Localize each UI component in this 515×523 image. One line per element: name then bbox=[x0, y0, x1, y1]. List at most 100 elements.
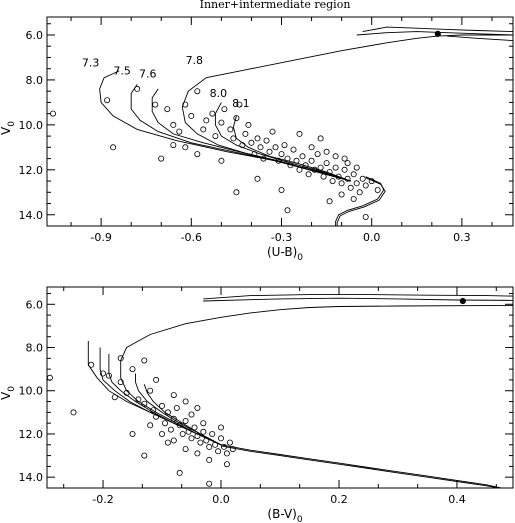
y-tick-label: 14.0 bbox=[19, 471, 44, 484]
star-point bbox=[338, 191, 345, 198]
star-point bbox=[350, 195, 357, 202]
isochrone-line bbox=[220, 444, 502, 488]
isochrone-line bbox=[108, 354, 222, 446]
x-axis-label: (U-B)0 bbox=[267, 245, 303, 263]
star-point bbox=[341, 166, 348, 173]
star-point bbox=[236, 101, 243, 108]
star-point bbox=[111, 394, 118, 401]
star-point bbox=[320, 173, 327, 180]
star-point bbox=[226, 439, 233, 446]
star-point bbox=[287, 162, 294, 169]
star-point bbox=[296, 166, 303, 173]
star-point bbox=[158, 155, 165, 162]
star-point bbox=[209, 110, 216, 117]
star-point bbox=[218, 157, 225, 164]
star-point bbox=[206, 456, 213, 463]
star-point bbox=[170, 121, 177, 128]
isochrone-line bbox=[232, 115, 351, 182]
plot-frame bbox=[46, 16, 514, 227]
isochrone-line bbox=[356, 31, 513, 36]
filled-star-point bbox=[459, 297, 466, 305]
star-point bbox=[164, 409, 171, 416]
y-axis-label-main: V bbox=[0, 126, 13, 135]
star-point bbox=[332, 153, 339, 160]
star-point bbox=[203, 437, 210, 444]
star-point bbox=[104, 97, 111, 104]
isochrone-line bbox=[214, 102, 351, 182]
star-point bbox=[281, 142, 288, 149]
star-point bbox=[197, 439, 204, 446]
star-point bbox=[353, 164, 360, 171]
star-point bbox=[293, 157, 300, 164]
star-point bbox=[248, 139, 255, 146]
star-point bbox=[326, 198, 333, 205]
y-tick-label: 12.0 bbox=[19, 428, 44, 441]
plot-area bbox=[50, 26, 513, 226]
star-point bbox=[176, 422, 183, 429]
isochrone-line bbox=[87, 341, 222, 446]
star-point bbox=[302, 162, 309, 169]
star-point bbox=[117, 379, 124, 386]
star-point bbox=[350, 171, 357, 178]
plot-frame bbox=[46, 286, 514, 489]
star-point bbox=[239, 142, 246, 149]
star-point bbox=[305, 171, 312, 178]
star-point bbox=[356, 189, 363, 196]
star-point bbox=[368, 178, 375, 185]
star-point bbox=[290, 146, 297, 153]
star-point bbox=[338, 180, 345, 187]
star-point bbox=[329, 178, 336, 185]
star-point bbox=[194, 404, 201, 411]
filled-star-point bbox=[434, 30, 441, 37]
isochrone-line bbox=[362, 26, 513, 33]
star-point bbox=[110, 144, 117, 151]
star-point bbox=[299, 153, 306, 160]
x-tick-label: 0.4 bbox=[448, 493, 466, 506]
star-point bbox=[176, 469, 183, 476]
isochrone-age-label: 8.0 bbox=[210, 87, 228, 100]
star-point bbox=[217, 435, 224, 442]
star-point bbox=[215, 448, 222, 455]
star-point bbox=[335, 173, 342, 180]
star-point bbox=[70, 409, 77, 416]
star-point bbox=[314, 151, 321, 158]
y-axis-label-subscript: 0 bbox=[7, 386, 17, 392]
star-point bbox=[150, 407, 157, 414]
star-point bbox=[141, 452, 148, 459]
star-point bbox=[50, 110, 57, 117]
isochrone-age-label: 7.6 bbox=[139, 68, 157, 81]
x-tick-label: 0.3 bbox=[453, 231, 471, 244]
star-point bbox=[153, 376, 160, 383]
y-tick-label: 6.0 bbox=[26, 298, 44, 311]
star-point bbox=[188, 435, 195, 442]
x-tick-label: 0.0 bbox=[212, 493, 230, 506]
x-axis-label-main: (U-B) bbox=[267, 245, 297, 259]
isochrone-age-label: 7.5 bbox=[113, 64, 131, 77]
star-point bbox=[167, 426, 174, 433]
star-point bbox=[203, 117, 210, 124]
x-axis-label-main: (B-V) bbox=[267, 507, 296, 521]
star-point bbox=[194, 151, 201, 158]
star-point bbox=[88, 361, 95, 368]
x-axis-label-subscript: 0 bbox=[297, 515, 303, 523]
y-axis-label: V0 bbox=[0, 121, 17, 135]
star-point bbox=[141, 400, 148, 407]
x-axis-label: (B-V)0 bbox=[267, 507, 302, 523]
star-point bbox=[223, 450, 230, 457]
star-point bbox=[123, 389, 130, 396]
star-point bbox=[308, 144, 315, 151]
star-point bbox=[179, 430, 186, 437]
star-point bbox=[311, 166, 318, 173]
star-point bbox=[266, 148, 273, 155]
star-point bbox=[233, 115, 240, 122]
star-point bbox=[129, 366, 136, 373]
isochrone-line bbox=[120, 304, 513, 446]
plot-area bbox=[47, 294, 513, 488]
star-point bbox=[164, 439, 171, 446]
isochrone-line bbox=[336, 177, 386, 226]
star-point bbox=[220, 443, 227, 450]
y-axis-label-subscript: 0 bbox=[7, 121, 17, 127]
x-tick-label: -0.6 bbox=[181, 231, 202, 244]
star-point bbox=[164, 106, 171, 113]
